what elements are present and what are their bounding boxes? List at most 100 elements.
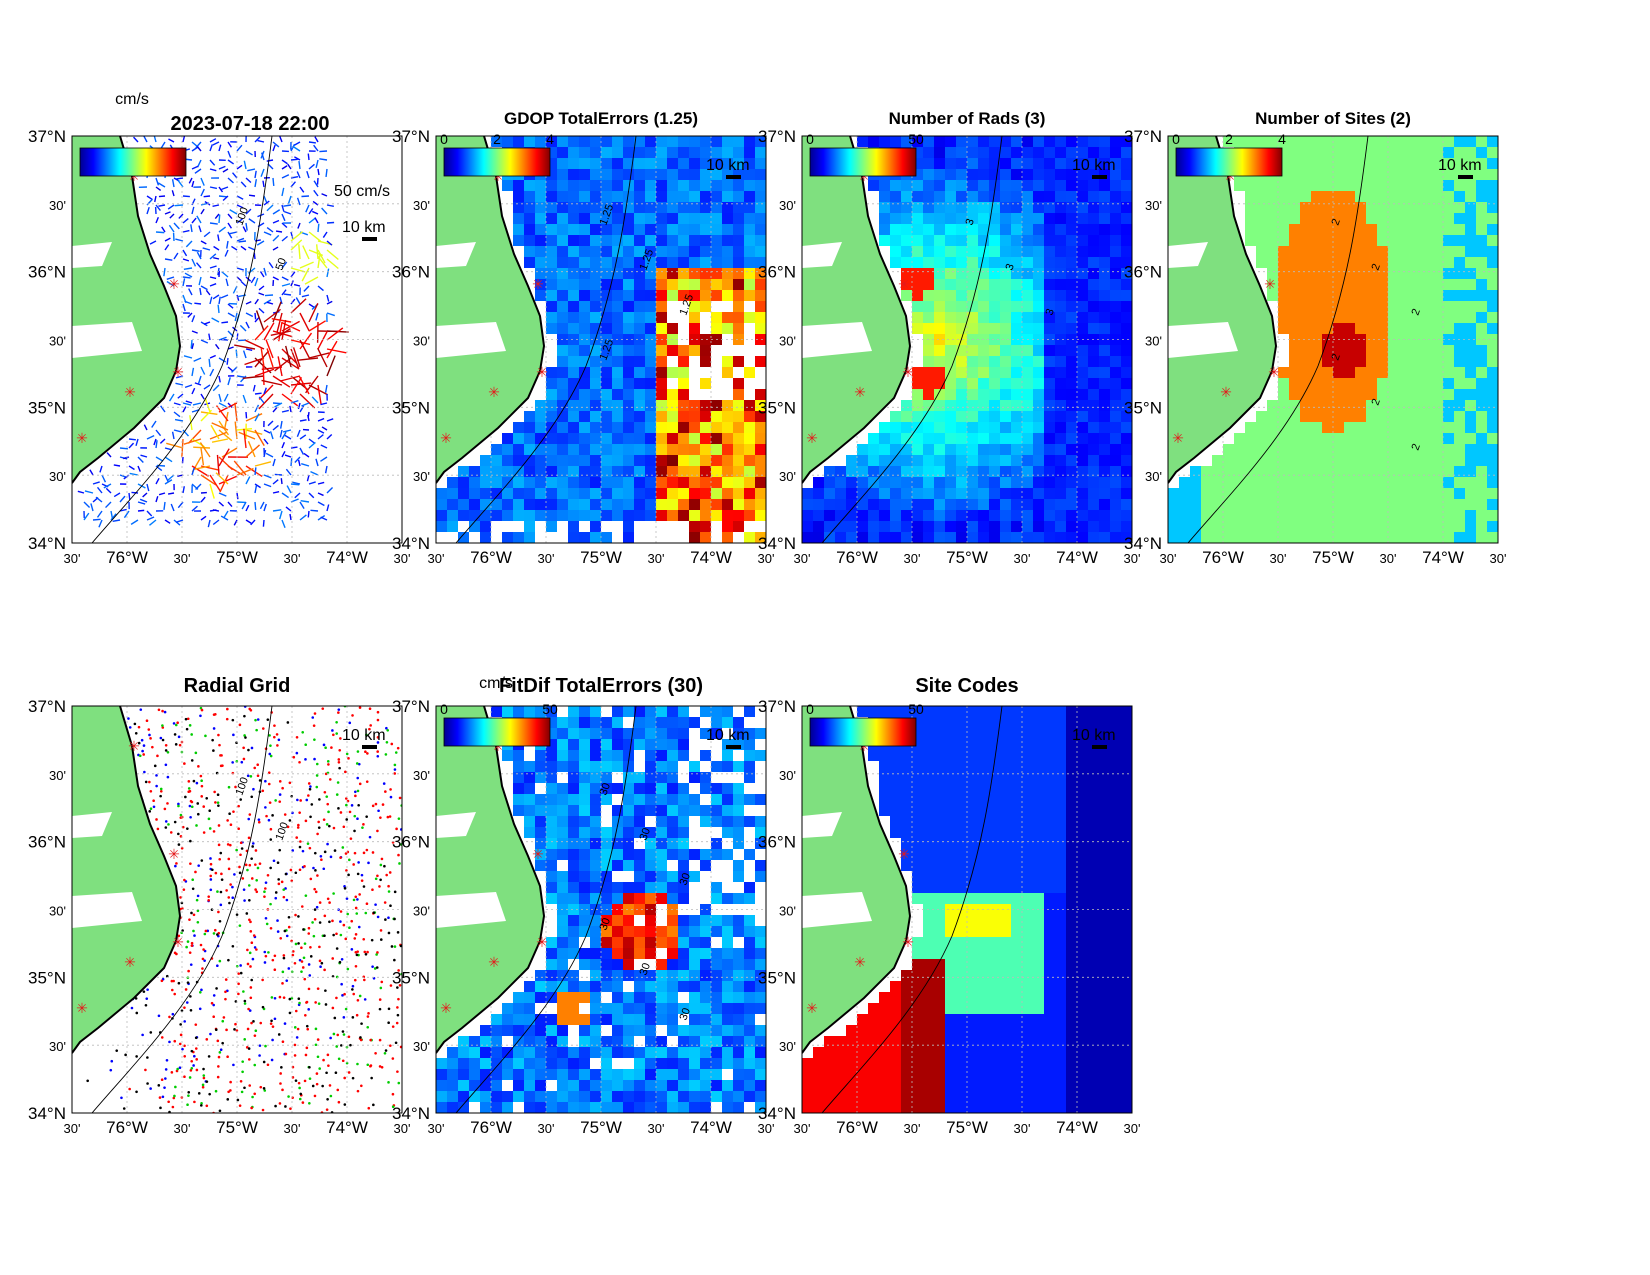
field-cell: [612, 499, 623, 510]
radial-point: [332, 933, 335, 937]
field-cell: [835, 532, 846, 543]
field-cell: [1289, 400, 1300, 411]
field-cell: [524, 706, 535, 717]
field-cell: [645, 356, 656, 367]
field-cell: [1066, 169, 1077, 180]
field-cell: [458, 477, 469, 488]
field-cell: [579, 301, 590, 312]
field-cell: [667, 783, 678, 794]
radial-point: [221, 1019, 225, 1023]
field-cell: [755, 827, 766, 838]
field-cell: [645, 213, 656, 224]
field-cell: [722, 268, 733, 279]
field-cell: [568, 356, 579, 367]
field-cell: [1344, 510, 1355, 521]
field-cell: [733, 323, 744, 334]
field-cell: [1000, 235, 1011, 246]
field-cell: [546, 158, 557, 169]
radial-point: [210, 1001, 214, 1005]
field-cell: [1465, 312, 1476, 323]
field-cell: [1066, 455, 1077, 466]
field-cell: [557, 510, 568, 521]
radial-point: [200, 779, 203, 783]
radial-point: [307, 963, 311, 966]
radial-point: [287, 967, 291, 970]
land: [72, 706, 180, 1053]
field-cell: [557, 136, 568, 147]
field-cell: [1267, 268, 1278, 279]
field-cell: [1377, 499, 1388, 510]
field-cell: [967, 466, 978, 477]
coastline: [72, 706, 182, 1054]
current-vector: [266, 204, 274, 212]
field-cell: [1465, 499, 1476, 510]
field-cell: [1399, 499, 1410, 510]
field-cell: [1432, 444, 1443, 455]
site-marker-icon: ✳: [172, 364, 184, 380]
radial-point: [216, 933, 219, 936]
radial-point: [311, 716, 315, 719]
field-cell: [1278, 191, 1289, 202]
current-vector: [164, 258, 173, 261]
field-cell: [1110, 455, 1121, 466]
field-cell: [1388, 180, 1399, 191]
field-cell: [1088, 312, 1099, 323]
field-cell: [1377, 532, 1388, 543]
current-vector: [295, 297, 301, 305]
field-cell: [1022, 290, 1033, 301]
current-vector: [281, 276, 289, 281]
radial-point: [380, 980, 384, 984]
radial-point: [341, 994, 344, 997]
field-cell: [923, 279, 934, 290]
field-cell: [1121, 268, 1132, 279]
field-cell: [1333, 488, 1344, 499]
current-vector: [105, 487, 112, 494]
current-vector: [296, 429, 301, 438]
field-cell: [945, 290, 956, 301]
field-cell: [1055, 180, 1066, 191]
field-cell: [1066, 400, 1077, 411]
radial-point: [188, 804, 192, 808]
field-cell: [1454, 235, 1465, 246]
radial-point: [248, 707, 252, 711]
field-cell: [744, 180, 755, 191]
radial-point: [241, 877, 245, 880]
field-cell: [890, 202, 901, 213]
radial-point: [367, 1012, 370, 1015]
field-cell: [879, 444, 890, 455]
current-vector: [119, 447, 129, 450]
field-cell: [601, 323, 612, 334]
field-cell: [1355, 411, 1366, 422]
field-cell: [1476, 532, 1487, 543]
radial-point: [353, 814, 357, 818]
current-vector: [234, 344, 256, 350]
current-vector: [192, 402, 202, 406]
field-cell: [546, 301, 557, 312]
field-cell: [1410, 290, 1421, 301]
field-cell: [923, 158, 934, 169]
radial-point: [331, 1006, 335, 1010]
field-cell: [1487, 169, 1498, 180]
field-cell: [1033, 224, 1044, 235]
field-cell: [1476, 521, 1487, 532]
field-cell: [744, 400, 755, 411]
current-vector: [187, 429, 202, 444]
field-cell: [901, 257, 912, 268]
current-vector: [247, 168, 256, 172]
field-cell: [502, 532, 513, 543]
current-vector: [158, 204, 166, 207]
field-cell: [733, 477, 744, 488]
field-cell: [568, 433, 579, 444]
field-cell: [1055, 411, 1066, 422]
current-vector: [207, 519, 211, 528]
field-cell: [934, 312, 945, 323]
current-vector: [218, 195, 227, 198]
current-vector: [257, 139, 265, 143]
field-cell: [989, 301, 1000, 312]
field-cell: [1355, 422, 1366, 433]
field-cell: [1344, 444, 1355, 455]
field-cell: [656, 290, 667, 301]
radial-point: [274, 896, 278, 900]
radial-point: [209, 874, 213, 878]
field-cell: [1476, 323, 1487, 334]
